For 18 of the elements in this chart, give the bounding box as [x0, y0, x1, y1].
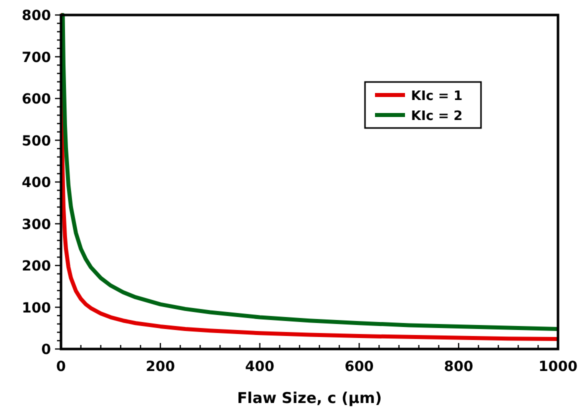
y-tick-label: 0: [41, 342, 52, 358]
legend-label: KIc = 1: [411, 89, 463, 104]
legend-label: KIc = 2: [411, 109, 463, 124]
x-axis-title: Flaw Size, c (µm): [237, 389, 382, 407]
y-tick-label: 500: [22, 133, 52, 150]
y-tick-label: 200: [22, 258, 52, 274]
y-tick-label: 600: [22, 92, 52, 108]
y-tick-label: 300: [22, 216, 52, 233]
x-tick-label: 0: [56, 359, 66, 375]
x-tick-label: 400: [245, 359, 275, 375]
y-tick-label: 800: [22, 8, 52, 24]
y-tick-label: 400: [22, 175, 52, 191]
y-tick-label: 700: [22, 50, 52, 66]
x-tick-label: 600: [344, 359, 374, 375]
x-tick-label: 1000: [538, 359, 578, 375]
x-tick-label: 200: [146, 359, 176, 375]
y-tick-label: 100: [22, 300, 52, 316]
x-tick-label: 800: [444, 359, 474, 375]
